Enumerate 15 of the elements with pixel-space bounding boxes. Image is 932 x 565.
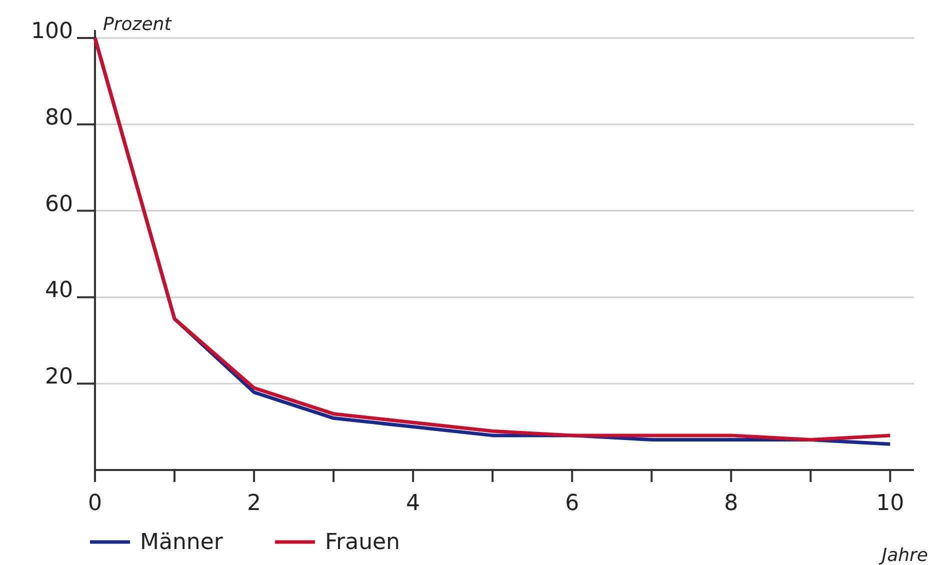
x-tick-label: 10 — [876, 491, 904, 516]
y-tick-label: 100 — [31, 19, 73, 44]
x-tick-label: 6 — [565, 491, 580, 516]
y-tick-label: 20 — [45, 364, 73, 390]
legend-label: Männer — [140, 530, 224, 555]
y-axis-title: Prozent — [103, 14, 172, 35]
x-axis-title: Jahre — [878, 545, 928, 565]
x-tick-label: 0 — [88, 491, 102, 516]
x-tick-label: 2 — [247, 491, 262, 516]
y-tick-label: 60 — [45, 192, 73, 217]
legend-label: Frauen — [325, 530, 400, 555]
y-tick-label: 40 — [45, 278, 73, 304]
x-tick-label: 8 — [724, 491, 738, 516]
y-tick-label: 80 — [45, 105, 73, 130]
x-tick-label: 4 — [406, 491, 420, 516]
